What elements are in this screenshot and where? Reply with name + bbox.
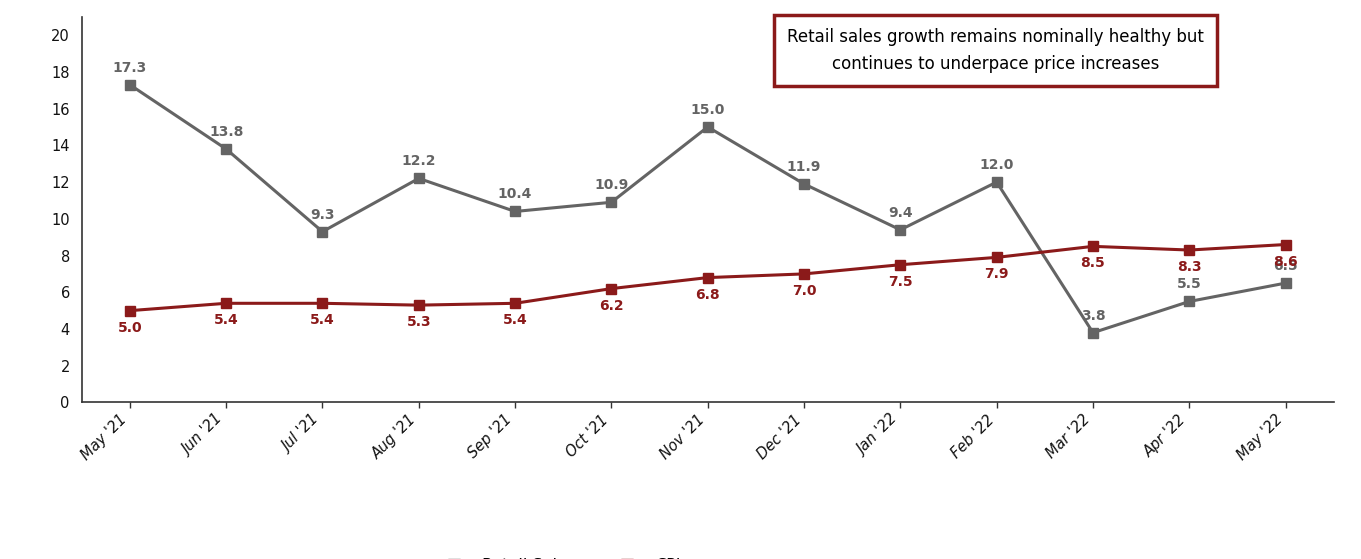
- Text: 5.0: 5.0: [117, 321, 142, 335]
- Text: 17.3: 17.3: [113, 60, 147, 74]
- Text: 10.4: 10.4: [498, 187, 532, 201]
- Text: 5.4: 5.4: [214, 314, 238, 328]
- Text: 7.5: 7.5: [887, 275, 913, 289]
- Text: 6.2: 6.2: [599, 299, 623, 312]
- Text: 5.4: 5.4: [502, 314, 528, 328]
- Text: 11.9: 11.9: [787, 160, 821, 174]
- Text: 8.6: 8.6: [1274, 255, 1298, 269]
- Text: 3.8: 3.8: [1081, 309, 1105, 323]
- Text: 15.0: 15.0: [690, 103, 725, 117]
- Text: 9.4: 9.4: [887, 206, 913, 220]
- Text: 13.8: 13.8: [210, 125, 244, 139]
- Text: 7.9: 7.9: [984, 267, 1009, 282]
- Text: Retail sales growth remains nominally healthy but
continues to underpace price i: Retail sales growth remains nominally he…: [787, 29, 1204, 73]
- Text: 5.3: 5.3: [407, 315, 431, 329]
- Text: 12.2: 12.2: [401, 154, 436, 168]
- Text: 6.8: 6.8: [695, 288, 720, 302]
- Legend: Retail Sales, CPI: Retail Sales, CPI: [427, 552, 687, 559]
- Text: 6.5: 6.5: [1274, 259, 1298, 273]
- Text: 5.4: 5.4: [310, 314, 335, 328]
- Text: 8.5: 8.5: [1081, 257, 1105, 271]
- Text: 12.0: 12.0: [980, 158, 1014, 172]
- Text: 10.9: 10.9: [595, 178, 629, 192]
- Text: 7.0: 7.0: [792, 284, 817, 298]
- Text: 9.3: 9.3: [310, 207, 335, 221]
- Text: 5.5: 5.5: [1177, 277, 1202, 291]
- Text: 8.3: 8.3: [1177, 260, 1202, 274]
